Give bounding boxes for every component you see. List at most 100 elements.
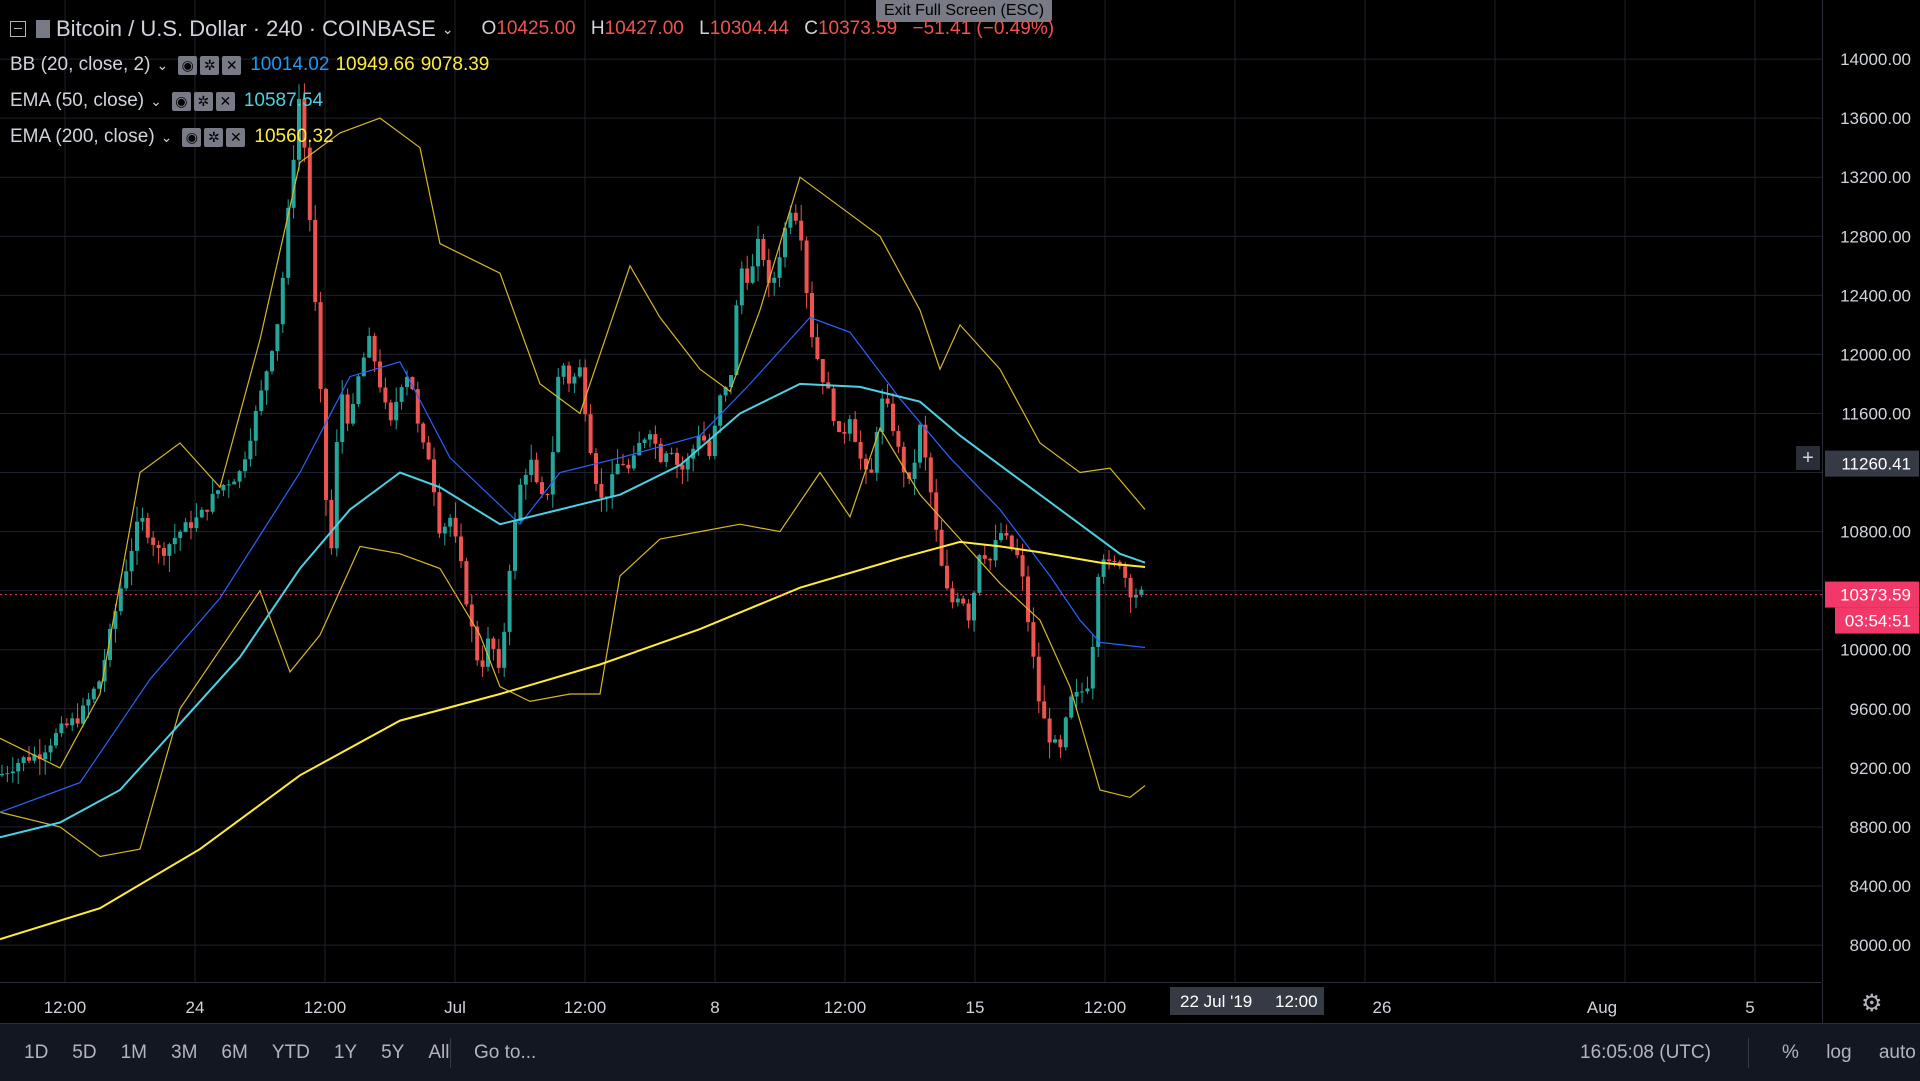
candle-body (626, 464, 631, 469)
candle-body (361, 357, 366, 377)
candle-body (426, 442, 431, 460)
range-button-6m[interactable]: 6M (221, 1042, 248, 1063)
candle-body (799, 220, 804, 241)
range-button-all[interactable]: All (428, 1042, 450, 1063)
range-button-1y[interactable]: 1Y (333, 1042, 358, 1063)
candle-body (59, 723, 64, 734)
range-button-3m[interactable]: 3M (171, 1042, 198, 1063)
settings-icon[interactable]: ✲ (193, 91, 213, 111)
close-icon[interactable]: ✕ (226, 127, 246, 147)
candle-body (172, 537, 177, 545)
candle-body (378, 361, 382, 388)
candle-body (615, 463, 620, 475)
settings-icon[interactable]: ✲ (204, 127, 224, 147)
indicator-name[interactable]: EMA (200, close) (10, 126, 155, 147)
close-icon[interactable]: ✕ (222, 55, 242, 75)
chevron-down-icon[interactable]: ⌄ (441, 20, 454, 37)
candle-body (858, 441, 863, 459)
eye-icon[interactable]: ◉ (182, 127, 202, 147)
candle-body (523, 474, 528, 485)
range-button-1m[interactable]: 1M (120, 1042, 147, 1063)
price-chart[interactable] (0, 0, 1822, 982)
chevron-down-icon[interactable]: ⌄ (150, 92, 162, 109)
price-axis-labels[interactable]: 14000.00 13600.00 13200.00 12800.00 12400.00… (1823, 0, 1920, 982)
exit-full-screen-hint[interactable]: Exit Full Screen (ESC) (876, 0, 1053, 22)
go-to-date-button[interactable]: Go to... (474, 1042, 537, 1063)
candle-body (988, 558, 993, 561)
candle-body (91, 688, 96, 700)
indicator-name[interactable]: BB (20, close, 2) (10, 54, 151, 75)
candle-body (1031, 622, 1036, 657)
candle-body (837, 421, 841, 432)
close-icon[interactable]: ✕ (215, 91, 235, 111)
time-axis[interactable]: 12:00 24 12:00 Jul 12:00 8 12:00 15 12:00 26 Aug 5 2… (0, 983, 1822, 1023)
percent-scale-toggle[interactable]: % (1782, 1042, 1799, 1063)
candle-body (318, 302, 323, 389)
candle-body (1074, 691, 1079, 697)
chart-pane[interactable]: Exit Full Screen (ESC) Bitcoin / U.S. Do… (0, 0, 1822, 983)
candle-body (367, 335, 372, 358)
log-scale-toggle[interactable]: log (1826, 1042, 1852, 1063)
axis-settings-corner[interactable]: ⚙ (1822, 983, 1920, 1023)
candle-body (340, 394, 345, 443)
range-button-1d[interactable]: 1D (24, 1042, 49, 1063)
symbol-exchange[interactable]: COINBASE (322, 16, 436, 41)
toolbar-separator (1748, 1038, 1749, 1068)
candle-body (410, 376, 415, 390)
candle-body (950, 588, 955, 603)
range-button-5d[interactable]: 5D (72, 1042, 97, 1063)
time-axis-labels[interactable]: 12:00 24 12:00 Jul 12:00 8 12:00 15 12:00 26 Aug 5 2… (0, 983, 1822, 1023)
candle-body (1096, 576, 1101, 647)
candle-body (1107, 559, 1111, 561)
candle-body (1123, 566, 1128, 578)
symbol-title[interactable]: Bitcoin / U.S. Dollar (56, 16, 247, 41)
timezone-clock[interactable]: 16:05:08 (UTC) (1580, 1042, 1711, 1063)
candle-body (486, 638, 490, 667)
date-range-buttons: 1D 5D 1M 3M 6M YTD 1Y 5Y All (12, 1024, 461, 1081)
candle-body (226, 484, 231, 486)
candle-body (675, 452, 679, 465)
price-axis[interactable]: 14000.00 13600.00 13200.00 12800.00 12400.00… (1822, 0, 1920, 982)
bb-basis-value: 10014.02 (250, 54, 330, 75)
indicator-legend-ema50[interactable]: EMA (50, close) ⌄ ◉ ✲ ✕ 10587.54 (10, 90, 323, 112)
crosshair-plus-icon[interactable]: + (1796, 446, 1820, 470)
indicator-name[interactable]: EMA (50, close) (10, 90, 145, 111)
chevron-down-icon[interactable]: ⌄ (156, 56, 169, 73)
symbol-interval[interactable]: 240 (266, 16, 303, 41)
candle-body (518, 484, 523, 521)
range-button-ytd[interactable]: YTD (271, 1042, 310, 1063)
indicator-legend-bb[interactable]: BB (20, close, 2) ⌄ ◉ ✲ ✕ 10014.02 10949.6… (10, 54, 489, 76)
last-price-box (1825, 581, 1919, 608)
separator-dot: · (308, 16, 317, 41)
time-tick-label: 12:00 (564, 998, 607, 1017)
candle-body (75, 718, 80, 724)
candle-body (1015, 549, 1020, 556)
candle-body (621, 463, 625, 465)
candle-body (648, 434, 652, 440)
collapse-icon[interactable] (10, 21, 26, 37)
chevron-down-icon[interactable]: ⌄ (160, 128, 173, 145)
candle-body (1058, 739, 1063, 748)
range-button-5y[interactable]: 5Y (381, 1042, 405, 1063)
gear-icon[interactable]: ⚙ (1861, 990, 1883, 1017)
auto-scale-toggle[interactable]: auto (1878, 1042, 1916, 1063)
settings-icon[interactable]: ✲ (200, 55, 220, 75)
candle-body (804, 240, 809, 294)
candle-body (610, 474, 615, 497)
price-tick-label: 8800.00 (1850, 818, 1911, 837)
price-tick-label: 12800.00 (1840, 227, 1911, 246)
indicator-legend-ema200[interactable]: EMA (200, close) ⌄ ◉ ✲ ✕ 10560.32 (10, 126, 334, 148)
eye-icon[interactable]: ◉ (171, 91, 191, 111)
candle-body (334, 442, 339, 549)
candle-body (54, 733, 58, 746)
candle-body (696, 435, 701, 449)
candle-body (1047, 718, 1052, 743)
candle-body (453, 517, 458, 537)
candle-body (383, 387, 388, 403)
chart-grid (0, 0, 1822, 982)
candle-body (124, 571, 129, 589)
candle-body (415, 389, 420, 424)
candle-body (243, 459, 247, 472)
eye-icon[interactable]: ◉ (178, 55, 198, 75)
candle-body (896, 431, 901, 447)
